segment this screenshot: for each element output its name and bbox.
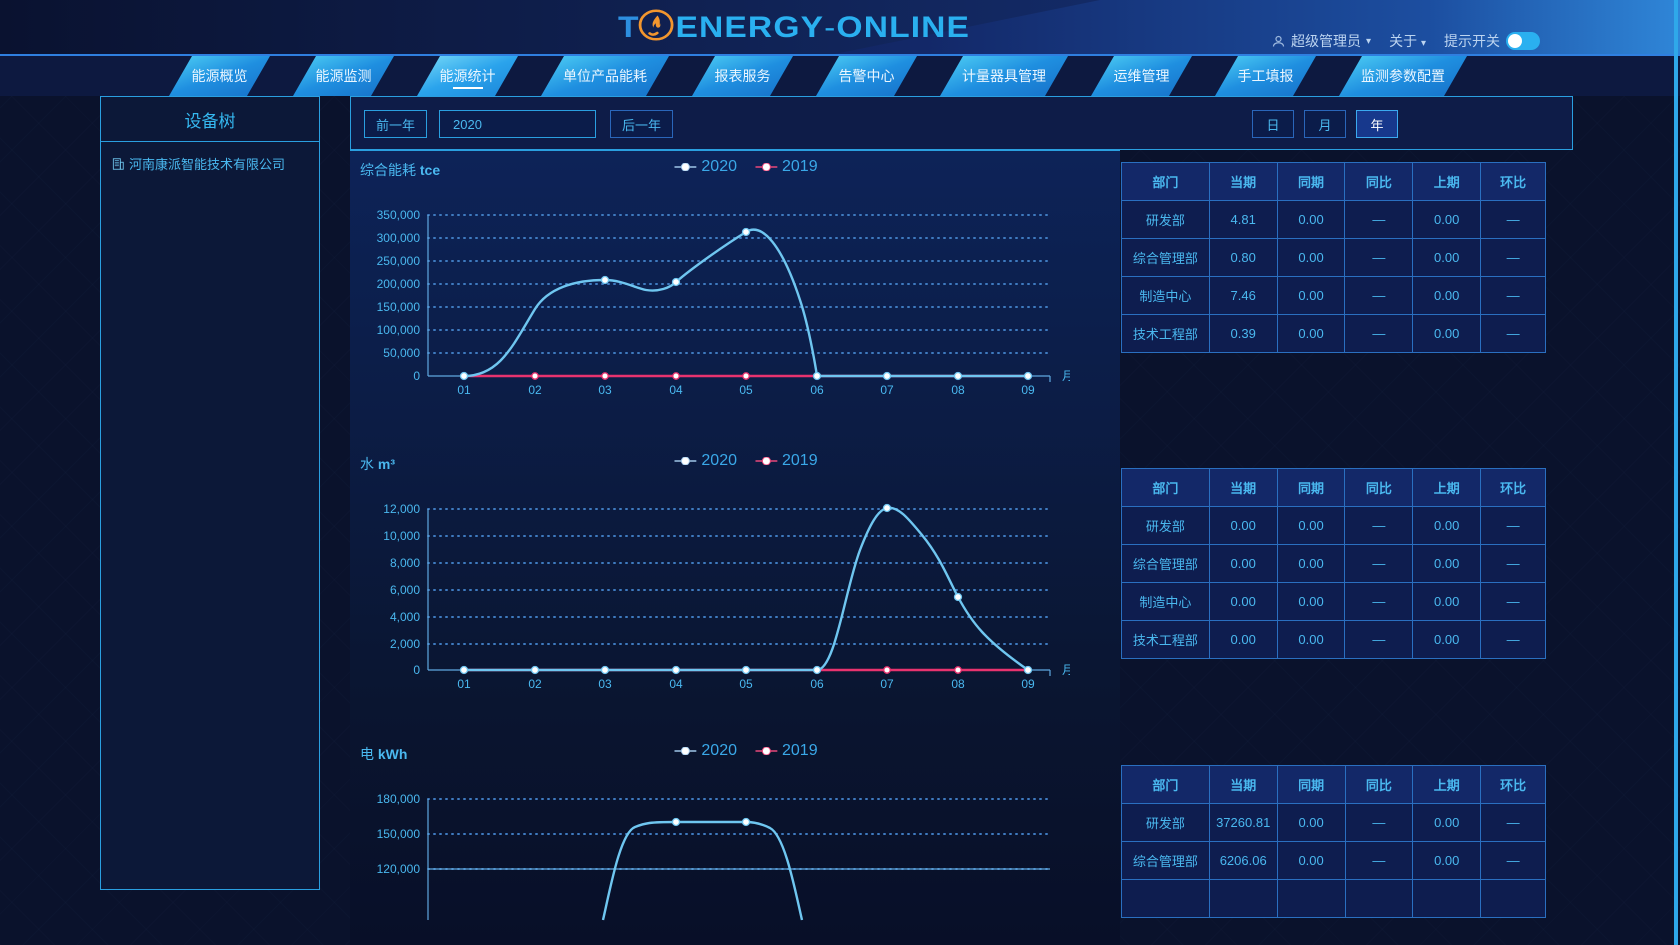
svg-text:12,000: 12,000 <box>383 502 420 516</box>
svg-text:250,000: 250,000 <box>377 254 421 268</box>
svg-text:8,000: 8,000 <box>390 556 420 570</box>
svg-text:0: 0 <box>413 663 420 677</box>
svg-text:09: 09 <box>1021 383 1035 397</box>
svg-text:6,000: 6,000 <box>390 583 420 597</box>
svg-text:150,000: 150,000 <box>377 827 421 841</box>
svg-text:100,000: 100,000 <box>377 323 421 337</box>
svg-text:180,000: 180,000 <box>377 792 421 806</box>
svg-text:02: 02 <box>528 383 542 397</box>
svg-text:06: 06 <box>810 383 824 397</box>
svg-text:08: 08 <box>951 383 965 397</box>
svg-text:04: 04 <box>669 383 683 397</box>
svg-text:03: 03 <box>598 677 612 691</box>
svg-text:01: 01 <box>457 677 471 691</box>
svg-text:月: 月 <box>1062 369 1070 383</box>
svg-text:4,000: 4,000 <box>390 610 420 624</box>
svg-text:350,000: 350,000 <box>377 208 421 222</box>
svg-text:300,000: 300,000 <box>377 231 421 245</box>
svg-text:07: 07 <box>880 383 894 397</box>
svg-text:02: 02 <box>528 677 542 691</box>
svg-text:2,000: 2,000 <box>390 637 420 651</box>
svg-text:0: 0 <box>413 369 420 383</box>
svg-text:03: 03 <box>598 383 612 397</box>
svg-text:200,000: 200,000 <box>377 277 421 291</box>
svg-text:06: 06 <box>810 677 824 691</box>
svg-text:120,000: 120,000 <box>377 862 421 876</box>
svg-text:05: 05 <box>739 383 753 397</box>
svg-text:05: 05 <box>739 677 753 691</box>
svg-text:50,000: 50,000 <box>383 346 420 360</box>
svg-text:150,000: 150,000 <box>377 300 421 314</box>
svg-text:10,000: 10,000 <box>383 529 420 543</box>
svg-text:09: 09 <box>1021 677 1035 691</box>
svg-text:08: 08 <box>951 677 965 691</box>
svg-text:04: 04 <box>669 677 683 691</box>
svg-text:07: 07 <box>880 677 894 691</box>
svg-text:月: 月 <box>1062 663 1070 677</box>
svg-text:01: 01 <box>457 383 471 397</box>
